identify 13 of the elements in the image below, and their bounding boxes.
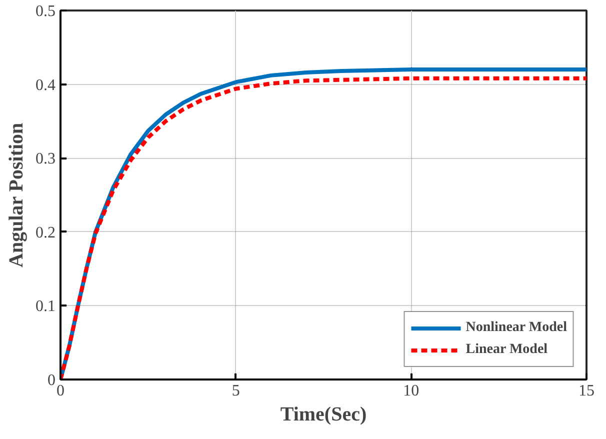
y-axis-title: Angular Position xyxy=(6,122,28,268)
y-tick-label: 0 xyxy=(48,372,56,389)
y-tick-label: 0.2 xyxy=(36,224,56,242)
legend-label: Nonlinear Model xyxy=(466,320,567,336)
x-tick-label: 5 xyxy=(232,382,240,400)
y-tick-label: 0.5 xyxy=(36,3,56,20)
y-tick-label: 0.4 xyxy=(36,76,56,94)
x-tick-label: 15 xyxy=(578,382,594,400)
x-tick-label: 10 xyxy=(403,382,420,400)
y-tick-label: 0.3 xyxy=(36,150,56,168)
legend-label: Linear Model xyxy=(466,342,548,358)
x-axis-title: Time(Sec) xyxy=(280,404,367,426)
y-tick-label: 0.1 xyxy=(36,298,56,316)
